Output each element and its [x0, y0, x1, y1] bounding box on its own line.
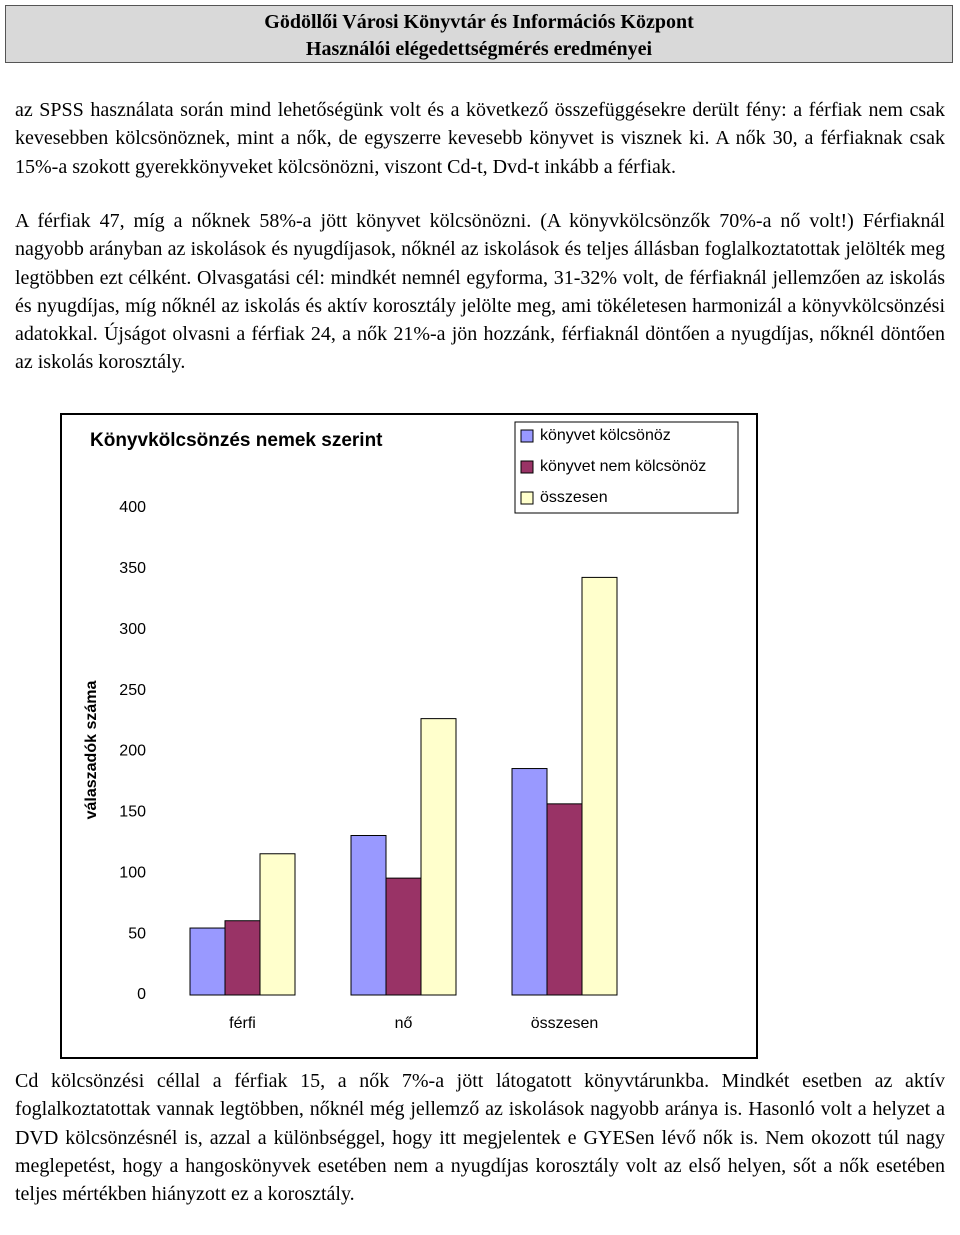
legend-label: könyvet kölcsönöz: [540, 427, 671, 444]
y-tick-label: 0: [137, 986, 146, 1003]
y-tick-label: 200: [119, 743, 146, 760]
paragraph: az SPSS használata során mind lehetőségü…: [15, 99, 945, 178]
bar: [189, 927, 226, 996]
x-tick-label: férfi: [229, 1015, 256, 1032]
y-axis-label: válaszadók száma: [83, 681, 100, 820]
header: Gödöllői Városi Könyvtár és Információs …: [5, 5, 953, 63]
header-title: Gödöllői Városi Könyvtár és Információs …: [264, 11, 694, 33]
chart: Könyvkölcsönzés nemek szerint válaszadók…: [60, 413, 758, 1059]
legend-label: könyvet nem kölcsönöz: [540, 458, 706, 475]
bar: [581, 576, 618, 996]
x-tick-label: nő: [395, 1015, 413, 1032]
legend-swatch: [520, 460, 534, 474]
chart-title: Könyvkölcsönzés nemek szerint: [90, 430, 383, 451]
paragraph: A férfiak 47, míg a nőknek 58%-a jött kö…: [15, 210, 945, 374]
legend-swatch: [520, 491, 534, 505]
bar: [511, 768, 548, 996]
bar: [385, 877, 422, 996]
paragraph: Cd kölcsönzési céllal a férfiak 15, a nő…: [15, 1070, 945, 1206]
legend-label: összesen: [540, 489, 608, 506]
y-tick-label: 50: [128, 925, 146, 942]
y-tick-label: 350: [119, 560, 146, 577]
y-tick-label: 150: [119, 804, 146, 821]
legend-swatch: [520, 429, 534, 443]
x-tick-label: összesen: [531, 1015, 599, 1032]
y-tick-label: 300: [119, 621, 146, 638]
bar: [259, 853, 296, 996]
legend-box: [514, 421, 739, 514]
bar: [546, 803, 583, 996]
bar: [224, 920, 261, 996]
y-tick-label: 100: [119, 864, 146, 881]
bar: [350, 835, 387, 996]
y-tick-label: 250: [119, 682, 146, 699]
header-subtitle: Használói elégedettségmérés eredményei: [305, 38, 653, 60]
y-tick-label: 400: [119, 499, 146, 516]
bar: [420, 718, 457, 996]
